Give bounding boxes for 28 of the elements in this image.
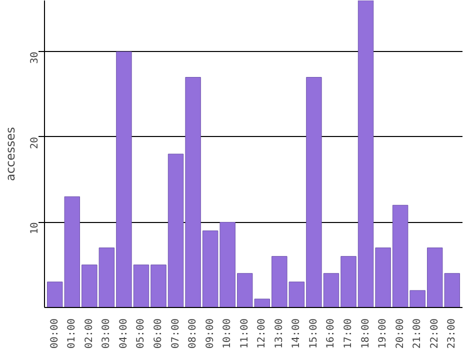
x-tick-label: 09:00 (204, 318, 216, 349)
x-tick-label: 18:00 (360, 318, 372, 349)
y-axis-title: accesses (4, 126, 18, 182)
x-tick-label: 02:00 (84, 318, 95, 349)
x-tick-label: 22:00 (429, 318, 440, 349)
x-tick-label: 07:00 (170, 318, 182, 349)
x-tick-label: 21:00 (412, 318, 424, 349)
x-tick-label: 10:00 (222, 318, 234, 349)
x-tick-label: 11:00 (239, 318, 250, 349)
x-tick-label: 06:00 (153, 318, 164, 349)
y-tick-label: 30 (30, 52, 40, 64)
x-tick-label: 01:00 (66, 318, 78, 349)
x-tick-label: 12:00 (256, 318, 268, 349)
y-tick-label: 20 (30, 136, 40, 149)
x-tick-label: 08:00 (188, 318, 199, 349)
x-tick-label: 15:00 (308, 318, 320, 349)
x-tick-label: 23:00 (446, 318, 458, 349)
x-tick-label: 03:00 (101, 318, 112, 349)
x-tick-label: 17:00 (343, 318, 354, 349)
x-tick-label: 00:00 (49, 318, 60, 349)
x-tick-label: 16:00 (326, 318, 337, 349)
x-tick-label: 04:00 (118, 318, 130, 349)
y-tick-label: 10 (30, 222, 40, 234)
x-tick-label: 19:00 (378, 318, 389, 349)
x-tick-label: 13:00 (274, 318, 285, 349)
x-tick-label: 05:00 (136, 318, 147, 349)
x-tick-label: 14:00 (291, 318, 302, 349)
x-tick-label: 20:00 (394, 318, 406, 349)
